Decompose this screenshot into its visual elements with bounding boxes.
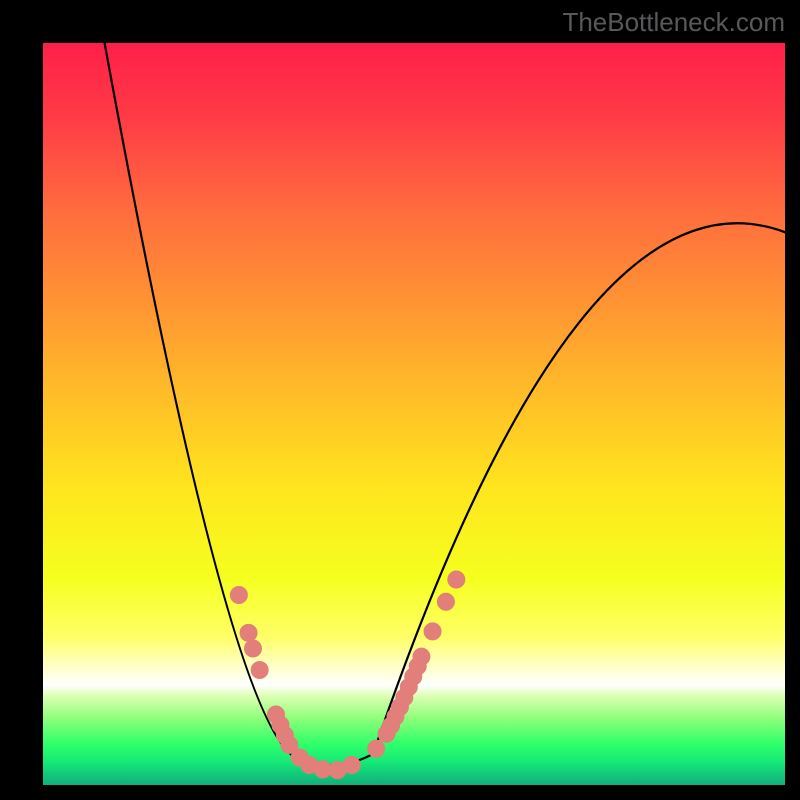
data-marker <box>437 593 454 610</box>
chart-svg <box>43 43 785 785</box>
data-marker <box>424 623 441 640</box>
watermark-text: TheBottleneck.com <box>562 7 785 38</box>
data-marker <box>413 648 430 665</box>
data-marker <box>343 756 360 773</box>
data-marker <box>448 571 465 588</box>
data-marker <box>368 740 385 757</box>
data-marker <box>251 661 268 678</box>
chart-frame: TheBottleneck.com <box>0 0 800 800</box>
data-marker <box>230 587 247 604</box>
data-marker <box>244 640 261 657</box>
data-marker <box>240 624 257 641</box>
plot-area <box>43 43 785 785</box>
